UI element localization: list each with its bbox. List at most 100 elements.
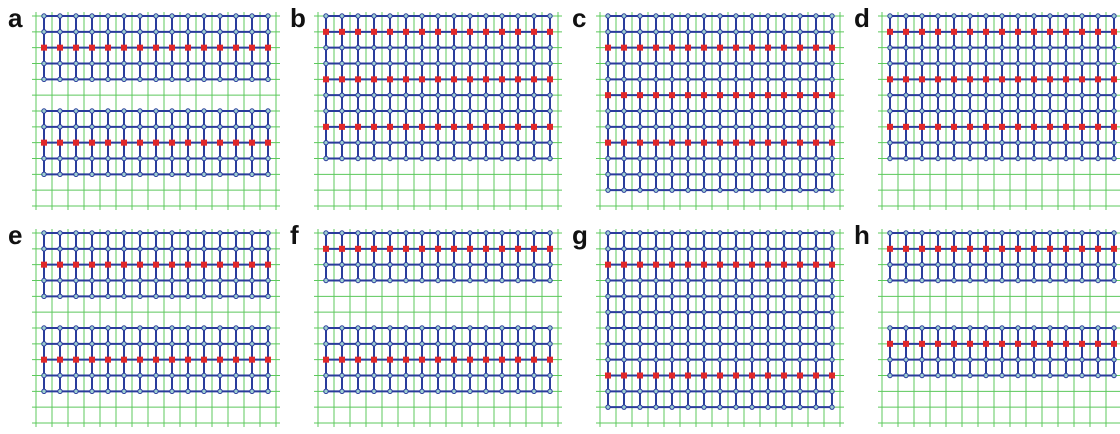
red-site (249, 262, 255, 268)
node (654, 14, 658, 18)
node (388, 342, 392, 346)
node (340, 389, 344, 393)
node (1032, 231, 1036, 235)
node (452, 278, 456, 282)
node (1112, 326, 1116, 330)
node (686, 125, 690, 129)
node (782, 77, 786, 81)
node (234, 231, 238, 235)
node (500, 140, 504, 144)
node (798, 342, 802, 346)
node (936, 357, 940, 361)
node (58, 294, 62, 298)
node (74, 231, 78, 235)
red-site (89, 140, 95, 146)
red-site (185, 45, 191, 51)
node (202, 77, 206, 81)
red-site (41, 140, 47, 146)
node (74, 14, 78, 18)
node (782, 278, 786, 282)
node (420, 14, 424, 18)
node (1096, 14, 1100, 18)
node (734, 30, 738, 34)
red-site (387, 246, 393, 252)
node (1032, 373, 1036, 377)
red-site (339, 76, 345, 82)
node (606, 405, 610, 409)
node (654, 389, 658, 393)
red-site (217, 357, 223, 363)
red-site (1111, 124, 1117, 130)
node (484, 326, 488, 330)
node (750, 405, 754, 409)
node (468, 373, 472, 377)
node (606, 294, 610, 298)
panel-label: c (572, 3, 586, 33)
node (372, 389, 376, 393)
node (250, 373, 254, 377)
node (404, 156, 408, 160)
node (920, 45, 924, 49)
node (1112, 373, 1116, 377)
node (404, 342, 408, 346)
node (516, 231, 520, 235)
node (324, 109, 328, 113)
node (654, 156, 658, 160)
node (1032, 156, 1036, 160)
red-site (813, 262, 819, 268)
node (638, 389, 642, 393)
node (654, 278, 658, 282)
node (202, 156, 206, 160)
node (1064, 14, 1068, 18)
red-site (371, 246, 377, 252)
node (250, 156, 254, 160)
node (266, 294, 270, 298)
panel: f (290, 220, 562, 427)
red-site (467, 124, 473, 130)
node (90, 231, 94, 235)
red-site (467, 29, 473, 35)
node (606, 125, 610, 129)
figure: abcdefgh (0, 0, 1120, 434)
node (122, 156, 126, 160)
red-site (1063, 29, 1069, 35)
red-site (355, 246, 361, 252)
node (734, 172, 738, 176)
node (814, 294, 818, 298)
red-site (265, 140, 271, 146)
red-site (829, 262, 835, 268)
node (702, 30, 706, 34)
node (654, 30, 658, 34)
node (138, 125, 142, 129)
node (404, 109, 408, 113)
node (718, 188, 722, 192)
node (170, 109, 174, 113)
node (106, 77, 110, 81)
node (1080, 262, 1084, 266)
node (654, 231, 658, 235)
node (154, 342, 158, 346)
red-site (621, 373, 627, 379)
node (1032, 14, 1036, 18)
node (920, 140, 924, 144)
node (356, 140, 360, 144)
node (138, 156, 142, 160)
red-site (323, 76, 329, 82)
red-site (137, 262, 143, 268)
node (234, 14, 238, 18)
node (58, 77, 62, 81)
node (936, 109, 940, 113)
node (250, 125, 254, 129)
node (138, 231, 142, 235)
node (484, 389, 488, 393)
node (638, 342, 642, 346)
node (814, 61, 818, 65)
node (452, 231, 456, 235)
node (952, 140, 956, 144)
node (1032, 140, 1036, 144)
node (250, 109, 254, 113)
node (90, 125, 94, 129)
node (952, 45, 956, 49)
node (798, 310, 802, 314)
node (372, 326, 376, 330)
